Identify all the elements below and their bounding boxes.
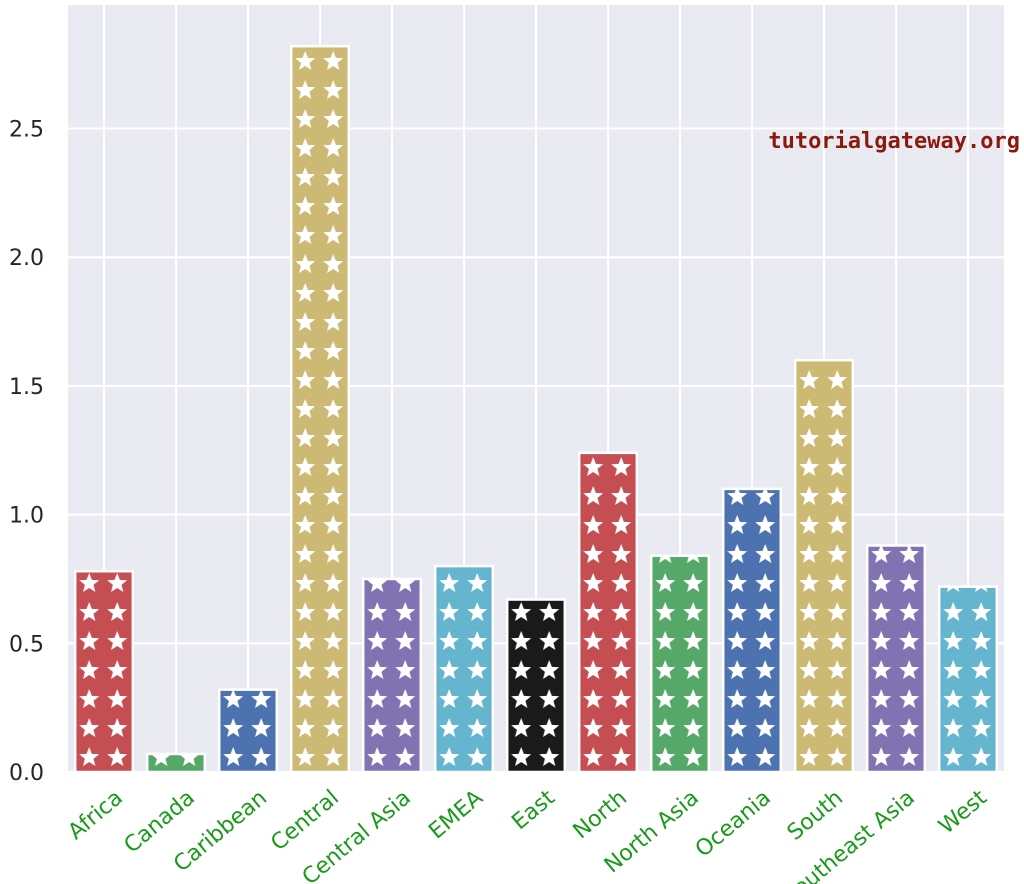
bar-south xyxy=(793,358,855,774)
x-tick-label: South xyxy=(783,785,848,845)
bar-east xyxy=(505,598,567,774)
bar-canada xyxy=(145,752,207,774)
bar-west xyxy=(937,585,999,774)
x-tick-label: North xyxy=(569,785,632,844)
bars xyxy=(73,44,999,774)
bar-africa xyxy=(73,569,135,774)
y-tick-label: 1.0 xyxy=(9,504,44,529)
bar-north xyxy=(577,451,639,774)
y-tick-label: 0.0 xyxy=(9,761,44,786)
watermark: tutorialgateway.org xyxy=(768,129,1020,154)
x-tick-label: Oceania xyxy=(691,785,776,862)
x-tick-label: EMEA xyxy=(424,785,487,844)
x-tick-label: Africa xyxy=(64,785,128,844)
y-tick-label: 2.5 xyxy=(9,118,44,143)
y-tick-labels: 0.0 0.5 1.0 1.5 2.0 2.5 xyxy=(9,118,44,786)
y-tick-label: 0.5 xyxy=(9,632,44,657)
y-tick-label: 1.5 xyxy=(9,375,44,400)
bar-southeast-asia xyxy=(865,544,927,774)
x-tick-label: West xyxy=(934,785,992,839)
bar-north-asia xyxy=(649,554,711,774)
bar-caribbean xyxy=(217,688,279,774)
y-tick-label: 2.0 xyxy=(9,246,44,271)
bar-oceania xyxy=(721,487,783,774)
bar-central-asia xyxy=(361,577,423,774)
bar-central xyxy=(289,44,351,774)
bar-emea xyxy=(433,564,495,774)
x-tick-label: East xyxy=(507,785,560,835)
